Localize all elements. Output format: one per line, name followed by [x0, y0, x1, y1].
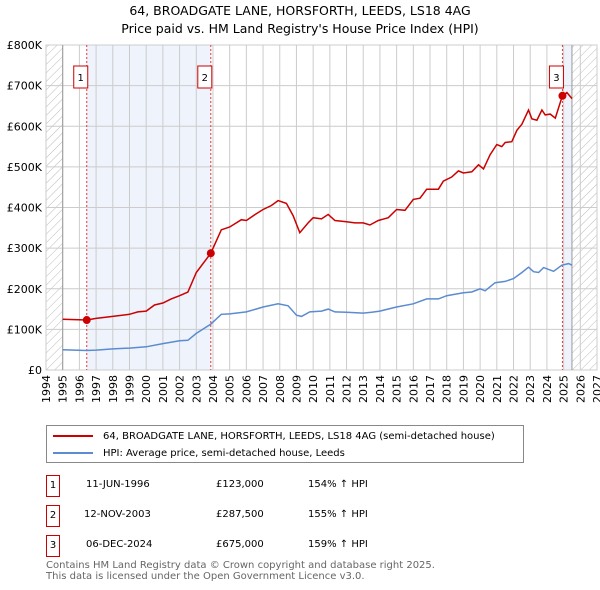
- sale-point: [82, 316, 91, 325]
- sale-marker-box: [197, 65, 213, 89]
- y-tick-label: £100K: [7, 323, 43, 336]
- footer: Contains HM Land Registry data © Crown c…: [46, 560, 435, 582]
- sale-price: £123,000: [216, 479, 264, 490]
- legend-swatch: [53, 452, 93, 454]
- legend-item-hpi: HPI: Average price, semi-detached house,…: [53, 446, 345, 460]
- x-tick-label: 2018: [441, 375, 454, 403]
- x-tick-label: 2009: [290, 375, 303, 403]
- sale-date: 11-JUN-1996: [86, 479, 150, 490]
- chart-title: 64, BROADGATE LANE, HORSFORTH, LEEDS, LS…: [129, 3, 471, 18]
- sale-marker-label: 2: [46, 505, 60, 527]
- x-tick-label: 2013: [357, 375, 370, 403]
- x-tick-label: 2025: [558, 375, 571, 403]
- x-tick-label: 2014: [374, 375, 387, 403]
- x-tick-label: 2019: [457, 375, 470, 403]
- sale-hpi: 159% ↑ HPI: [308, 539, 368, 550]
- x-tick-label: 2023: [524, 375, 537, 403]
- legend: 64, BROADGATE LANE, HORSFORTH, LEEDS, LS…: [46, 425, 524, 463]
- sale-point: [558, 91, 567, 100]
- y-tick-label: £700K: [7, 80, 43, 93]
- x-tick-label: 1997: [90, 375, 103, 403]
- hpi-line: [62, 262, 573, 352]
- property-price-line: [62, 91, 573, 321]
- legend-label: 64, BROADGATE LANE, HORSFORTH, LEEDS, LS…: [103, 430, 495, 442]
- y-tick-label: £500K: [7, 161, 43, 174]
- chart-subtitle: Price paid vs. HM Land Registry's House …: [121, 21, 479, 36]
- x-tick-label: 2004: [207, 375, 220, 403]
- sale-date: 12-NOV-2003: [84, 509, 151, 520]
- sale-row: 2 12-NOV-2003 £287,500 155% ↑ HPI: [46, 505, 546, 527]
- sale-hpi: 154% ↑ HPI: [308, 479, 368, 490]
- sale-point: [206, 249, 215, 258]
- x-tick-label: 2001: [157, 375, 170, 403]
- x-tick-label: 2000: [140, 375, 153, 403]
- x-tick-label: 2011: [324, 375, 337, 403]
- x-tick-label: 1994: [40, 375, 53, 403]
- x-tick-label: 2027: [591, 375, 600, 403]
- sale-marker-box: [548, 65, 564, 89]
- sale-marker-label: 2: [202, 73, 208, 84]
- price-chart: 1994 1995 1996 1997 1998 1999 2000 2001 2002 2003…: [7, 39, 600, 403]
- x-tick-label: 2021: [491, 375, 504, 403]
- x-tick-label: 2024: [541, 375, 554, 403]
- x-tick-label: 1995: [57, 375, 70, 403]
- sale-marker-box: [73, 65, 89, 89]
- legend-label: HPI: Average price, semi-detached house,…: [103, 447, 345, 459]
- x-tick-label: 2008: [274, 375, 287, 403]
- sale-price: £675,000: [216, 539, 264, 550]
- x-tick-label: 2010: [307, 375, 320, 403]
- x-tick-label: 2003: [190, 375, 203, 403]
- x-tick-label: 1996: [73, 375, 86, 403]
- x-tick-label: 2005: [224, 375, 237, 403]
- sale-hpi: 155% ↑ HPI: [308, 509, 368, 520]
- x-tick-label: 2006: [240, 375, 253, 403]
- legend-swatch: [53, 435, 93, 437]
- y-tick-label: £800K: [7, 39, 43, 52]
- y-tick-label: £400K: [7, 202, 43, 215]
- x-tick-label: 2017: [424, 375, 437, 403]
- legend-item-property: 64, BROADGATE LANE, HORSFORTH, LEEDS, LS…: [53, 429, 495, 443]
- sale-marker-label: 3: [46, 535, 60, 557]
- x-tick-label: 2002: [174, 375, 187, 403]
- footer-copyright: Contains HM Land Registry data © Crown c…: [46, 560, 435, 571]
- x-tick-label: 2012: [341, 375, 354, 403]
- footer-licence: This data is licensed under the Open Gov…: [46, 571, 365, 582]
- y-tick-label: £600K: [7, 120, 43, 133]
- sale-row: 1 11-JUN-1996 £123,000 154% ↑ HPI: [46, 475, 546, 497]
- x-tick-label: 2016: [407, 375, 420, 403]
- x-tick-label: 1999: [123, 375, 136, 403]
- sale-row: 3 06-DEC-2024 £675,000 159% ↑ HPI: [46, 535, 546, 557]
- y-tick-label: £300K: [7, 242, 43, 255]
- sale-price: £287,500: [216, 509, 264, 520]
- y-tick-label: £0: [28, 364, 42, 377]
- x-tick-label: 2007: [257, 375, 270, 403]
- x-tick-label: 2026: [574, 375, 587, 403]
- sale-marker-label: 3: [553, 73, 559, 84]
- sale-marker-label: 1: [78, 73, 84, 84]
- x-tick-label: 2020: [474, 375, 487, 403]
- x-tick-label: 2015: [391, 375, 404, 403]
- sale-date: 06-DEC-2024: [86, 539, 153, 550]
- sale-marker-label: 1: [46, 475, 60, 497]
- y-tick-label: £200K: [7, 283, 43, 296]
- x-tick-label: 1998: [107, 375, 120, 403]
- x-tick-label: 2022: [508, 375, 521, 403]
